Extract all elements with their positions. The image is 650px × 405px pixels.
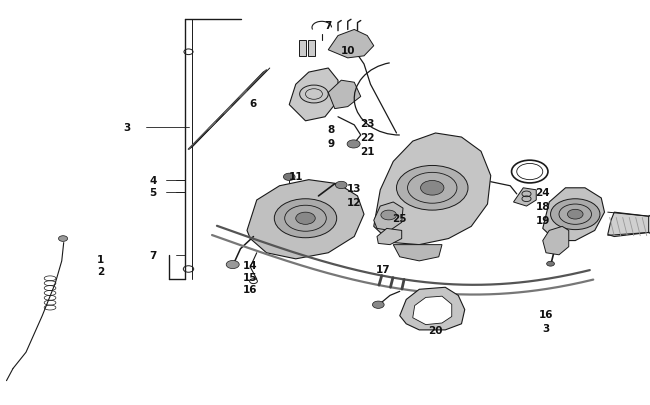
Polygon shape	[374, 134, 491, 245]
Polygon shape	[543, 188, 604, 241]
Text: 2: 2	[97, 266, 105, 276]
Text: 12: 12	[347, 198, 361, 207]
Circle shape	[381, 211, 396, 220]
Polygon shape	[400, 288, 465, 330]
Text: 4: 4	[149, 175, 157, 185]
Polygon shape	[377, 229, 402, 245]
Circle shape	[421, 181, 444, 196]
Circle shape	[226, 261, 239, 269]
Text: 8: 8	[328, 125, 335, 134]
Text: 24: 24	[536, 188, 550, 197]
Text: 22: 22	[360, 133, 374, 143]
Polygon shape	[514, 188, 536, 207]
Text: 21: 21	[360, 147, 374, 157]
Text: 13: 13	[347, 183, 361, 193]
Polygon shape	[608, 213, 649, 237]
Text: 15: 15	[243, 273, 257, 282]
Polygon shape	[328, 81, 361, 109]
Text: 7: 7	[149, 250, 157, 260]
Polygon shape	[543, 227, 569, 255]
Text: 23: 23	[360, 119, 374, 128]
Text: 10: 10	[341, 46, 355, 55]
Text: 16: 16	[539, 309, 553, 319]
Polygon shape	[393, 245, 442, 261]
Polygon shape	[374, 202, 403, 231]
Polygon shape	[188, 71, 266, 150]
Text: 1: 1	[97, 254, 105, 264]
Circle shape	[372, 301, 384, 309]
Circle shape	[283, 174, 295, 181]
Circle shape	[547, 262, 554, 266]
Circle shape	[396, 166, 468, 211]
Polygon shape	[413, 296, 452, 325]
Polygon shape	[328, 30, 374, 59]
Text: 25: 25	[393, 214, 407, 224]
Circle shape	[567, 210, 583, 220]
Text: 9: 9	[328, 139, 335, 149]
Text: 3: 3	[542, 323, 550, 333]
Text: 20: 20	[428, 325, 443, 335]
Text: 14: 14	[243, 260, 257, 270]
Text: 19: 19	[536, 216, 550, 226]
Circle shape	[347, 141, 360, 149]
Text: 18: 18	[536, 202, 550, 211]
Polygon shape	[247, 180, 364, 259]
Circle shape	[58, 236, 68, 242]
Polygon shape	[289, 69, 338, 122]
Text: 11: 11	[289, 171, 303, 181]
Bar	[299, 41, 305, 57]
Text: 3: 3	[123, 123, 131, 132]
Circle shape	[551, 199, 600, 230]
Text: 7: 7	[324, 21, 332, 31]
Circle shape	[296, 213, 315, 225]
Text: 5: 5	[149, 188, 157, 197]
Circle shape	[274, 199, 337, 238]
Text: 17: 17	[376, 264, 391, 274]
Text: 16: 16	[243, 285, 257, 294]
Circle shape	[335, 182, 347, 189]
Text: 6: 6	[250, 98, 257, 108]
Bar	[308, 41, 315, 57]
